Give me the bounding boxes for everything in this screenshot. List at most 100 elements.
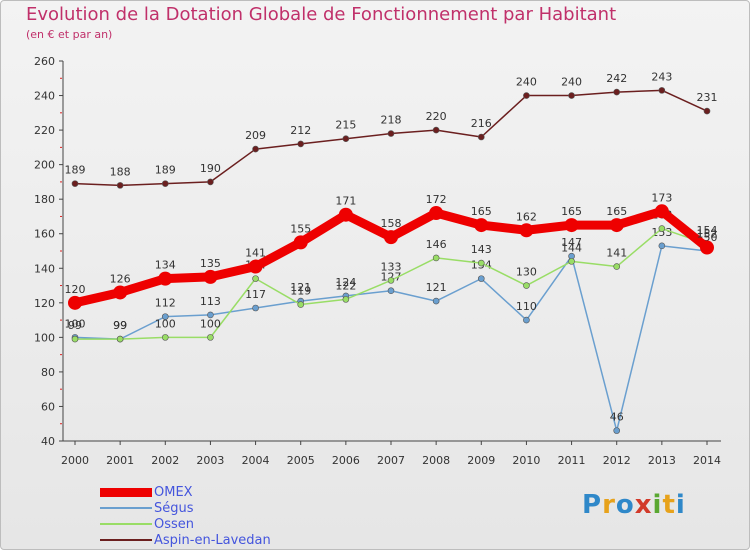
- data-label-omex-2000: 120: [65, 283, 86, 296]
- point-omex-2004: [248, 259, 263, 274]
- point-ossen-2000: [71, 335, 79, 343]
- y-tick-label-180: 180: [34, 193, 55, 206]
- point-ossen-2004: [252, 275, 259, 282]
- legend-swatch-aspin-en-lavedan: [100, 539, 152, 541]
- point-aspin-en-lavedan-2012: [613, 88, 621, 96]
- point-aspin-en-lavedan-2014: [703, 107, 711, 115]
- point-aspin-en-lavedan-2005: [297, 140, 305, 148]
- data-label-ossen-2002: 100: [155, 317, 176, 330]
- data-label-s-gus-2006: 124: [335, 276, 356, 289]
- data-label-aspin-en-lavedan-2005: 212: [290, 124, 311, 137]
- legend-item-ossen: Ossen: [100, 516, 271, 532]
- point-s-gus-2002: [161, 313, 169, 320]
- point-aspin-en-lavedan-2009: [477, 133, 485, 141]
- logo-letter: r: [602, 490, 616, 520]
- x-tick-label-2013: 2013: [648, 454, 676, 467]
- logo-letter: o: [615, 490, 635, 520]
- data-label-s-gus-2004: 117: [245, 288, 266, 301]
- data-label-aspin-en-lavedan-2010: 240: [516, 76, 537, 89]
- point-ossen-2009: [477, 259, 485, 267]
- data-label-ossen-2008: 146: [426, 238, 447, 251]
- data-label-s-gus-2008: 121: [426, 281, 447, 294]
- point-s-gus-2007: [387, 287, 395, 295]
- point-ossen-2003: [207, 334, 214, 341]
- legend-label-s-gus: Ségus: [154, 500, 194, 516]
- data-label-ossen-2012: 141: [606, 247, 627, 260]
- data-label-aspin-en-lavedan-2002: 189: [155, 164, 176, 177]
- x-tick-label-2001: 2001: [106, 454, 134, 467]
- data-label-omex-2003: 135: [200, 257, 221, 270]
- logo-letter: x: [634, 490, 653, 520]
- data-label-aspin-en-lavedan-2014: 231: [697, 91, 718, 104]
- legend: OMEX Ségus Ossen Aspin-en-Lavedan: [100, 484, 271, 548]
- point-aspin-en-lavedan-2002: [161, 180, 169, 187]
- point-s-gus-2012: [613, 427, 621, 434]
- point-ossen-2001: [116, 335, 124, 343]
- data-label-s-gus-2003: 113: [200, 295, 221, 308]
- data-label-ossen-2007: 133: [381, 260, 402, 273]
- point-omex-2003: [203, 269, 218, 284]
- point-ossen-2006: [342, 296, 350, 303]
- proxiti-logo: Proxiti: [582, 490, 686, 520]
- legend-swatch-s-gus: [100, 507, 152, 509]
- point-aspin-en-lavedan-2006: [342, 135, 350, 143]
- data-label-omex-2009: 165: [471, 205, 492, 218]
- x-tick-label-2003: 2003: [196, 454, 224, 467]
- x-tick-label-2002: 2002: [151, 454, 179, 467]
- data-label-s-gus-2010: 110: [516, 300, 537, 313]
- data-label-omex-2014: 152: [697, 228, 718, 241]
- data-label-aspin-en-lavedan-2001: 188: [110, 165, 131, 178]
- data-label-omex-2006: 171: [335, 195, 356, 208]
- point-aspin-en-lavedan-2008: [432, 126, 440, 134]
- data-label-aspin-en-lavedan-2000: 189: [65, 164, 86, 177]
- point-ossen-2013: [658, 225, 666, 232]
- x-tick-label-2005: 2005: [287, 454, 315, 467]
- data-label-ossen-2009: 143: [471, 243, 492, 256]
- point-aspin-en-lavedan-2003: [207, 178, 214, 186]
- point-aspin-en-lavedan-2013: [658, 87, 666, 94]
- point-s-gus-2009: [477, 275, 485, 282]
- data-label-ossen-2006: 122: [335, 279, 356, 292]
- data-label-ossen-2011: 144: [561, 241, 582, 254]
- point-aspin-en-lavedan-2000: [71, 180, 79, 187]
- logo-letter: P: [582, 490, 603, 520]
- data-label-ossen-2003: 100: [200, 317, 221, 330]
- x-tick-label-2014: 2014: [693, 454, 721, 467]
- data-label-omex-2007: 158: [381, 217, 402, 230]
- data-label-omex-2012: 165: [606, 205, 627, 218]
- x-tick-label-2004: 2004: [242, 454, 270, 467]
- data-label-omex-2005: 155: [290, 222, 311, 235]
- logo-letter: i: [675, 490, 686, 520]
- x-tick-label-2007: 2007: [377, 454, 405, 467]
- logo-letter: t: [662, 490, 676, 520]
- x-tick-label-2012: 2012: [603, 454, 631, 467]
- legend-label-aspin-en-lavedan: Aspin-en-Lavedan: [154, 532, 271, 548]
- point-s-gus-2003: [207, 311, 214, 319]
- data-label-omex-2013: 173: [651, 191, 672, 204]
- y-tick-label-260: 260: [34, 55, 55, 68]
- x-tick-label-2010: 2010: [512, 454, 540, 467]
- y-tick-label-240: 240: [34, 90, 55, 103]
- y-tick-label-100: 100: [34, 331, 55, 344]
- point-ossen-2002: [161, 334, 169, 341]
- legend-item-s-gus: Ségus: [100, 500, 271, 516]
- chart-subtitle: (en € et par an): [26, 28, 113, 41]
- point-omex-2002: [158, 271, 173, 286]
- data-label-s-gus-2005: 121: [290, 281, 311, 294]
- data-label-omex-2002: 134: [155, 259, 176, 272]
- x-tick-label-2000: 2000: [61, 454, 89, 467]
- y-tick-label-200: 200: [34, 159, 55, 172]
- data-label-aspin-en-lavedan-2009: 216: [471, 117, 492, 130]
- data-label-ossen-2005: 119: [290, 285, 311, 298]
- data-label-s-gus-2000: 100: [65, 317, 86, 330]
- y-tick-label-40: 40: [41, 435, 55, 448]
- point-ossen-2008: [432, 254, 440, 262]
- y-tick-label-120: 120: [34, 297, 55, 310]
- point-aspin-en-lavedan-2004: [252, 145, 259, 153]
- legend-label-ossen: Ossen: [154, 516, 195, 532]
- data-label-aspin-en-lavedan-2004: 209: [245, 129, 266, 142]
- data-label-s-gus-2013: 153: [651, 226, 672, 239]
- point-omex-2013: [654, 204, 669, 219]
- data-label-omex-2004: 141: [245, 247, 266, 260]
